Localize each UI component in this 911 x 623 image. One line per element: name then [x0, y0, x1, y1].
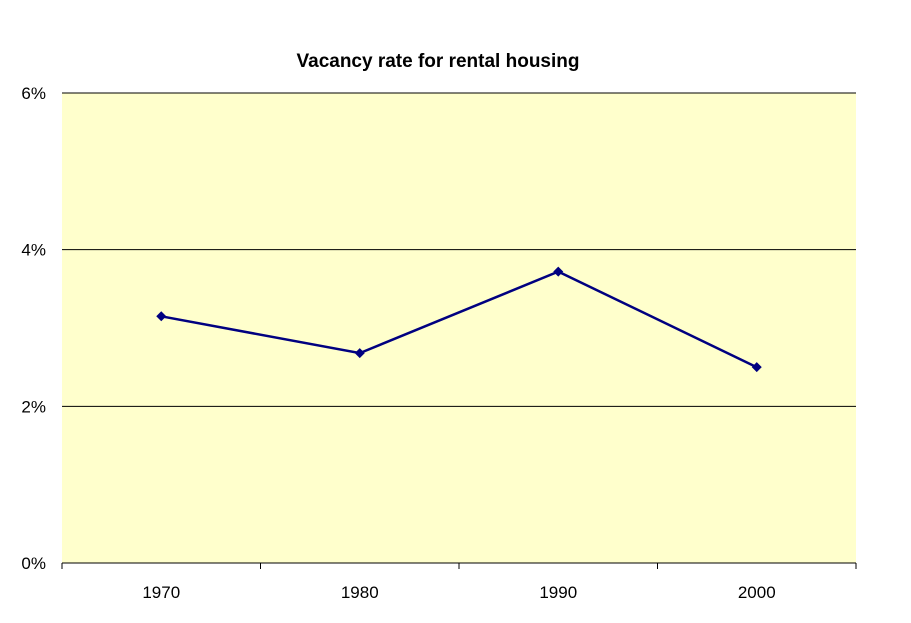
- x-tick-label: 1990: [539, 583, 577, 602]
- data-point-2000: [751, 362, 762, 373]
- x-tick-label: 2000: [738, 583, 776, 602]
- series-layer: [156, 266, 762, 373]
- data-point-1990: [553, 266, 564, 277]
- y-tick-label: 0%: [21, 554, 46, 573]
- data-point-1970: [156, 311, 167, 322]
- gridlines: [62, 92, 856, 407]
- plot-area: [62, 93, 856, 563]
- y-tick-label: 2%: [21, 397, 46, 416]
- chart-title: Vacancy rate for rental housing: [297, 51, 580, 72]
- x-tick-label: 1970: [142, 583, 180, 602]
- series-line-0: [161, 270, 758, 369]
- data-point-1980: [354, 348, 365, 359]
- axes: 0% 2% 4% 6% 1970 1980 1990 2000: [21, 84, 857, 602]
- x-tick-label: 1980: [341, 583, 379, 602]
- y-tick-label: 4%: [21, 241, 46, 260]
- y-tick-label: 6%: [21, 84, 46, 103]
